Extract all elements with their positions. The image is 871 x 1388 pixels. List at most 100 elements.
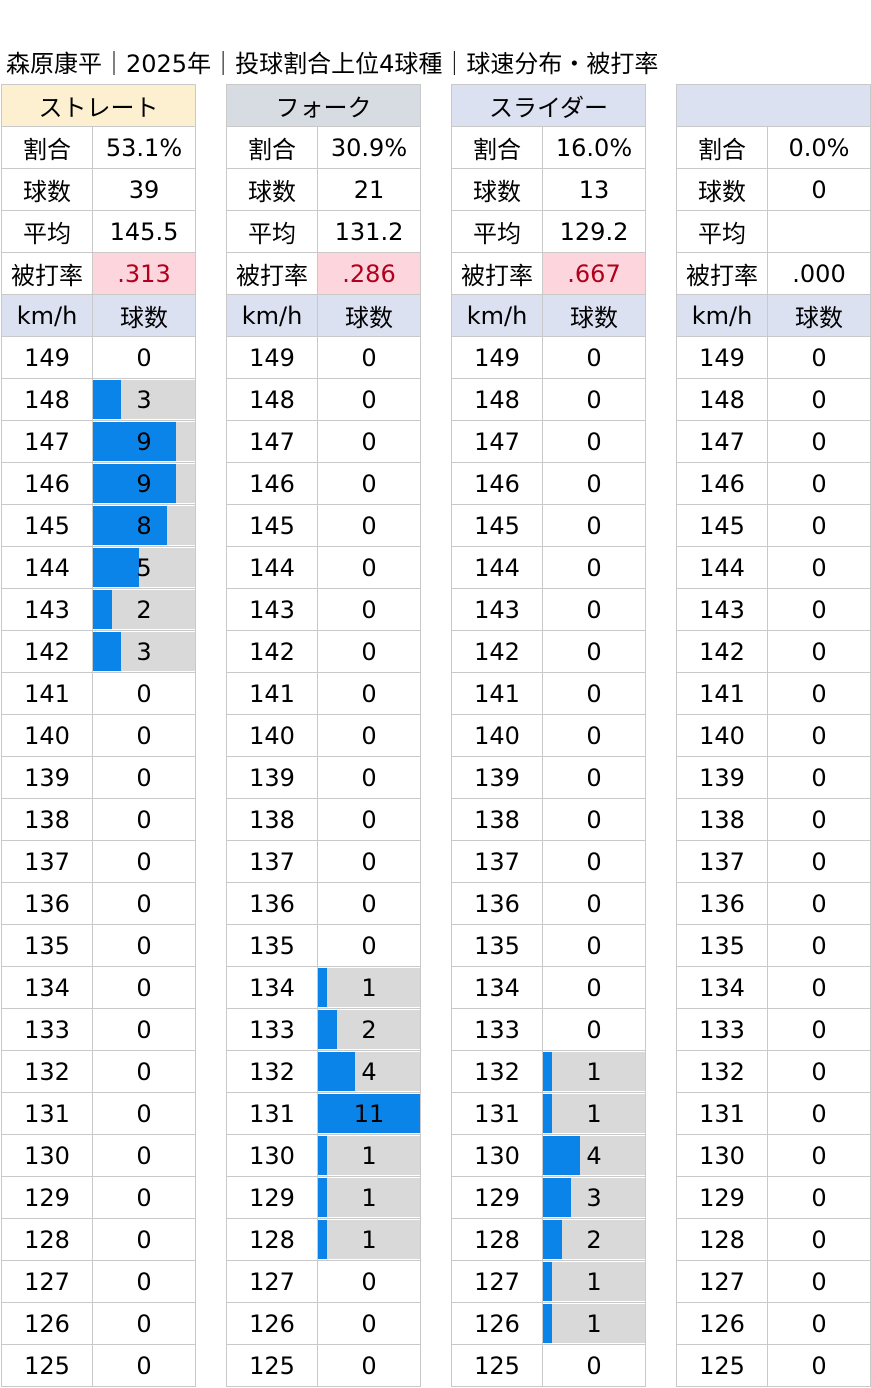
speed-label: 131 bbox=[451, 1092, 543, 1135]
table-row: 126 1 bbox=[451, 1302, 647, 1345]
table-row: 141 0 bbox=[676, 672, 871, 715]
bar bbox=[93, 380, 121, 419]
pitch-count-cell: 1 bbox=[541, 1050, 647, 1093]
speed-label: 147 bbox=[451, 420, 543, 463]
table-row: 134 0 bbox=[451, 966, 647, 1009]
bar bbox=[318, 1094, 420, 1133]
pitch-count-cell: 0 bbox=[92, 1134, 196, 1177]
table-row: 130 1 bbox=[226, 1134, 421, 1177]
pitch-count-cell: 0 bbox=[541, 630, 647, 673]
pitch-count-cell: 3 bbox=[92, 630, 196, 673]
pitch-count-cell: 0 bbox=[317, 672, 421, 715]
speed-label: 132 bbox=[226, 1050, 318, 1093]
speed-label: 139 bbox=[1, 756, 93, 799]
data-label: 0 bbox=[586, 1351, 602, 1380]
pitch-count-cell: 0 bbox=[767, 756, 871, 799]
pitch-count-cell: 0 bbox=[92, 714, 196, 757]
data-label: 0 bbox=[811, 1099, 827, 1128]
data-label: 9 bbox=[136, 427, 152, 456]
pitch-count-cell: 0 bbox=[92, 672, 196, 715]
data-label: 5 bbox=[136, 553, 152, 582]
bar bbox=[93, 632, 121, 671]
table-row: 136 0 bbox=[451, 882, 647, 925]
pitch-count-cell: 5 bbox=[92, 546, 196, 589]
pitch-name: フォーク bbox=[226, 84, 421, 127]
data-label: 0 bbox=[136, 763, 152, 792]
data-label: 0 bbox=[811, 889, 827, 918]
pitch-count-cell: 11 bbox=[317, 1092, 421, 1135]
table-row: 133 0 bbox=[451, 1008, 647, 1051]
table-row: 125 0 bbox=[451, 1344, 647, 1387]
stat-label-hit: 被打率 bbox=[451, 252, 543, 295]
data-label: 0 bbox=[811, 1141, 827, 1170]
bar bbox=[543, 1304, 553, 1343]
pitch-panel: スライダー 割合 16.0% 球数 13 平均 129.2 被打率 .667 km/h 球数 149 0… bbox=[450, 84, 647, 1387]
stat-label-ratio: 割合 bbox=[226, 126, 318, 169]
data-label: 0 bbox=[811, 1309, 827, 1338]
data-label: 0 bbox=[811, 679, 827, 708]
speed-label: 135 bbox=[451, 924, 543, 967]
table-row: 137 0 bbox=[1, 840, 196, 883]
pitch-count-cell: 0 bbox=[767, 504, 871, 547]
pitch-count-cell: 0 bbox=[767, 714, 871, 757]
bar-track bbox=[318, 1178, 420, 1217]
speed-label: 142 bbox=[451, 630, 543, 673]
pitch-count-cell: 0 bbox=[92, 756, 196, 799]
speed-label: 134 bbox=[451, 966, 543, 1009]
speed-label: 144 bbox=[226, 546, 318, 589]
pitch-count-cell: 0 bbox=[92, 1344, 196, 1387]
pitch-count-cell: 0 bbox=[317, 378, 421, 421]
table-row: 129 1 bbox=[226, 1176, 421, 1219]
pitch-count-cell: 0 bbox=[767, 588, 871, 631]
pitch-count-cell: 0 bbox=[92, 1218, 196, 1261]
table-row: 146 0 bbox=[676, 462, 871, 505]
speed-label: 146 bbox=[451, 462, 543, 505]
bar bbox=[318, 1178, 328, 1217]
table-row: 137 0 bbox=[226, 840, 421, 883]
data-label: 8 bbox=[136, 511, 152, 540]
pitch-count-cell: 0 bbox=[767, 1344, 871, 1387]
speed-label: 143 bbox=[451, 588, 543, 631]
pitch-count-cell: 0 bbox=[92, 924, 196, 967]
data-label: 0 bbox=[361, 847, 377, 876]
speed-label: 126 bbox=[676, 1302, 768, 1345]
table-row: 135 0 bbox=[676, 924, 871, 967]
pitch-count-cell: 0 bbox=[317, 504, 421, 547]
speed-label: 135 bbox=[676, 924, 768, 967]
table-row: 140 0 bbox=[676, 714, 871, 757]
pitch-count-cell: 0 bbox=[767, 1176, 871, 1219]
speed-label: 133 bbox=[226, 1008, 318, 1051]
speed-label: 145 bbox=[676, 504, 768, 547]
speed-label: 128 bbox=[226, 1218, 318, 1261]
table-row: 129 3 bbox=[451, 1176, 647, 1219]
pitch-name: スライダー bbox=[450, 84, 647, 127]
bar bbox=[543, 1052, 553, 1091]
pitches-header: 球数 bbox=[92, 294, 196, 337]
speed-label: 128 bbox=[1, 1218, 93, 1261]
speed-label: 140 bbox=[1, 714, 93, 757]
data-label: 0 bbox=[811, 595, 827, 624]
bar bbox=[543, 1220, 562, 1259]
data-label: 0 bbox=[361, 1309, 377, 1338]
table-row: 132 0 bbox=[676, 1050, 871, 1093]
table-row: 127 1 bbox=[451, 1260, 647, 1303]
speed-label: 141 bbox=[1, 672, 93, 715]
table-row: 129 0 bbox=[676, 1176, 871, 1219]
table-row: 132 4 bbox=[226, 1050, 421, 1093]
data-label: 0 bbox=[586, 1015, 602, 1044]
speed-label: 132 bbox=[451, 1050, 543, 1093]
pitch-count-cell: 0 bbox=[767, 1008, 871, 1051]
speed-label: 145 bbox=[451, 504, 543, 547]
speed-label: 131 bbox=[226, 1092, 318, 1135]
speed-label: 145 bbox=[1, 504, 93, 547]
table-row: 139 0 bbox=[676, 756, 871, 799]
bar bbox=[543, 1094, 553, 1133]
speed-label: 148 bbox=[676, 378, 768, 421]
data-label: 0 bbox=[586, 427, 602, 456]
pitch-count-cell: 0 bbox=[767, 672, 871, 715]
table-row: 147 0 bbox=[676, 420, 871, 463]
data-label: 1 bbox=[586, 1309, 602, 1338]
table-row: 138 0 bbox=[1, 798, 196, 841]
pitch-count-cell: 3 bbox=[541, 1176, 647, 1219]
pitch-count-cell: 0 bbox=[541, 420, 647, 463]
